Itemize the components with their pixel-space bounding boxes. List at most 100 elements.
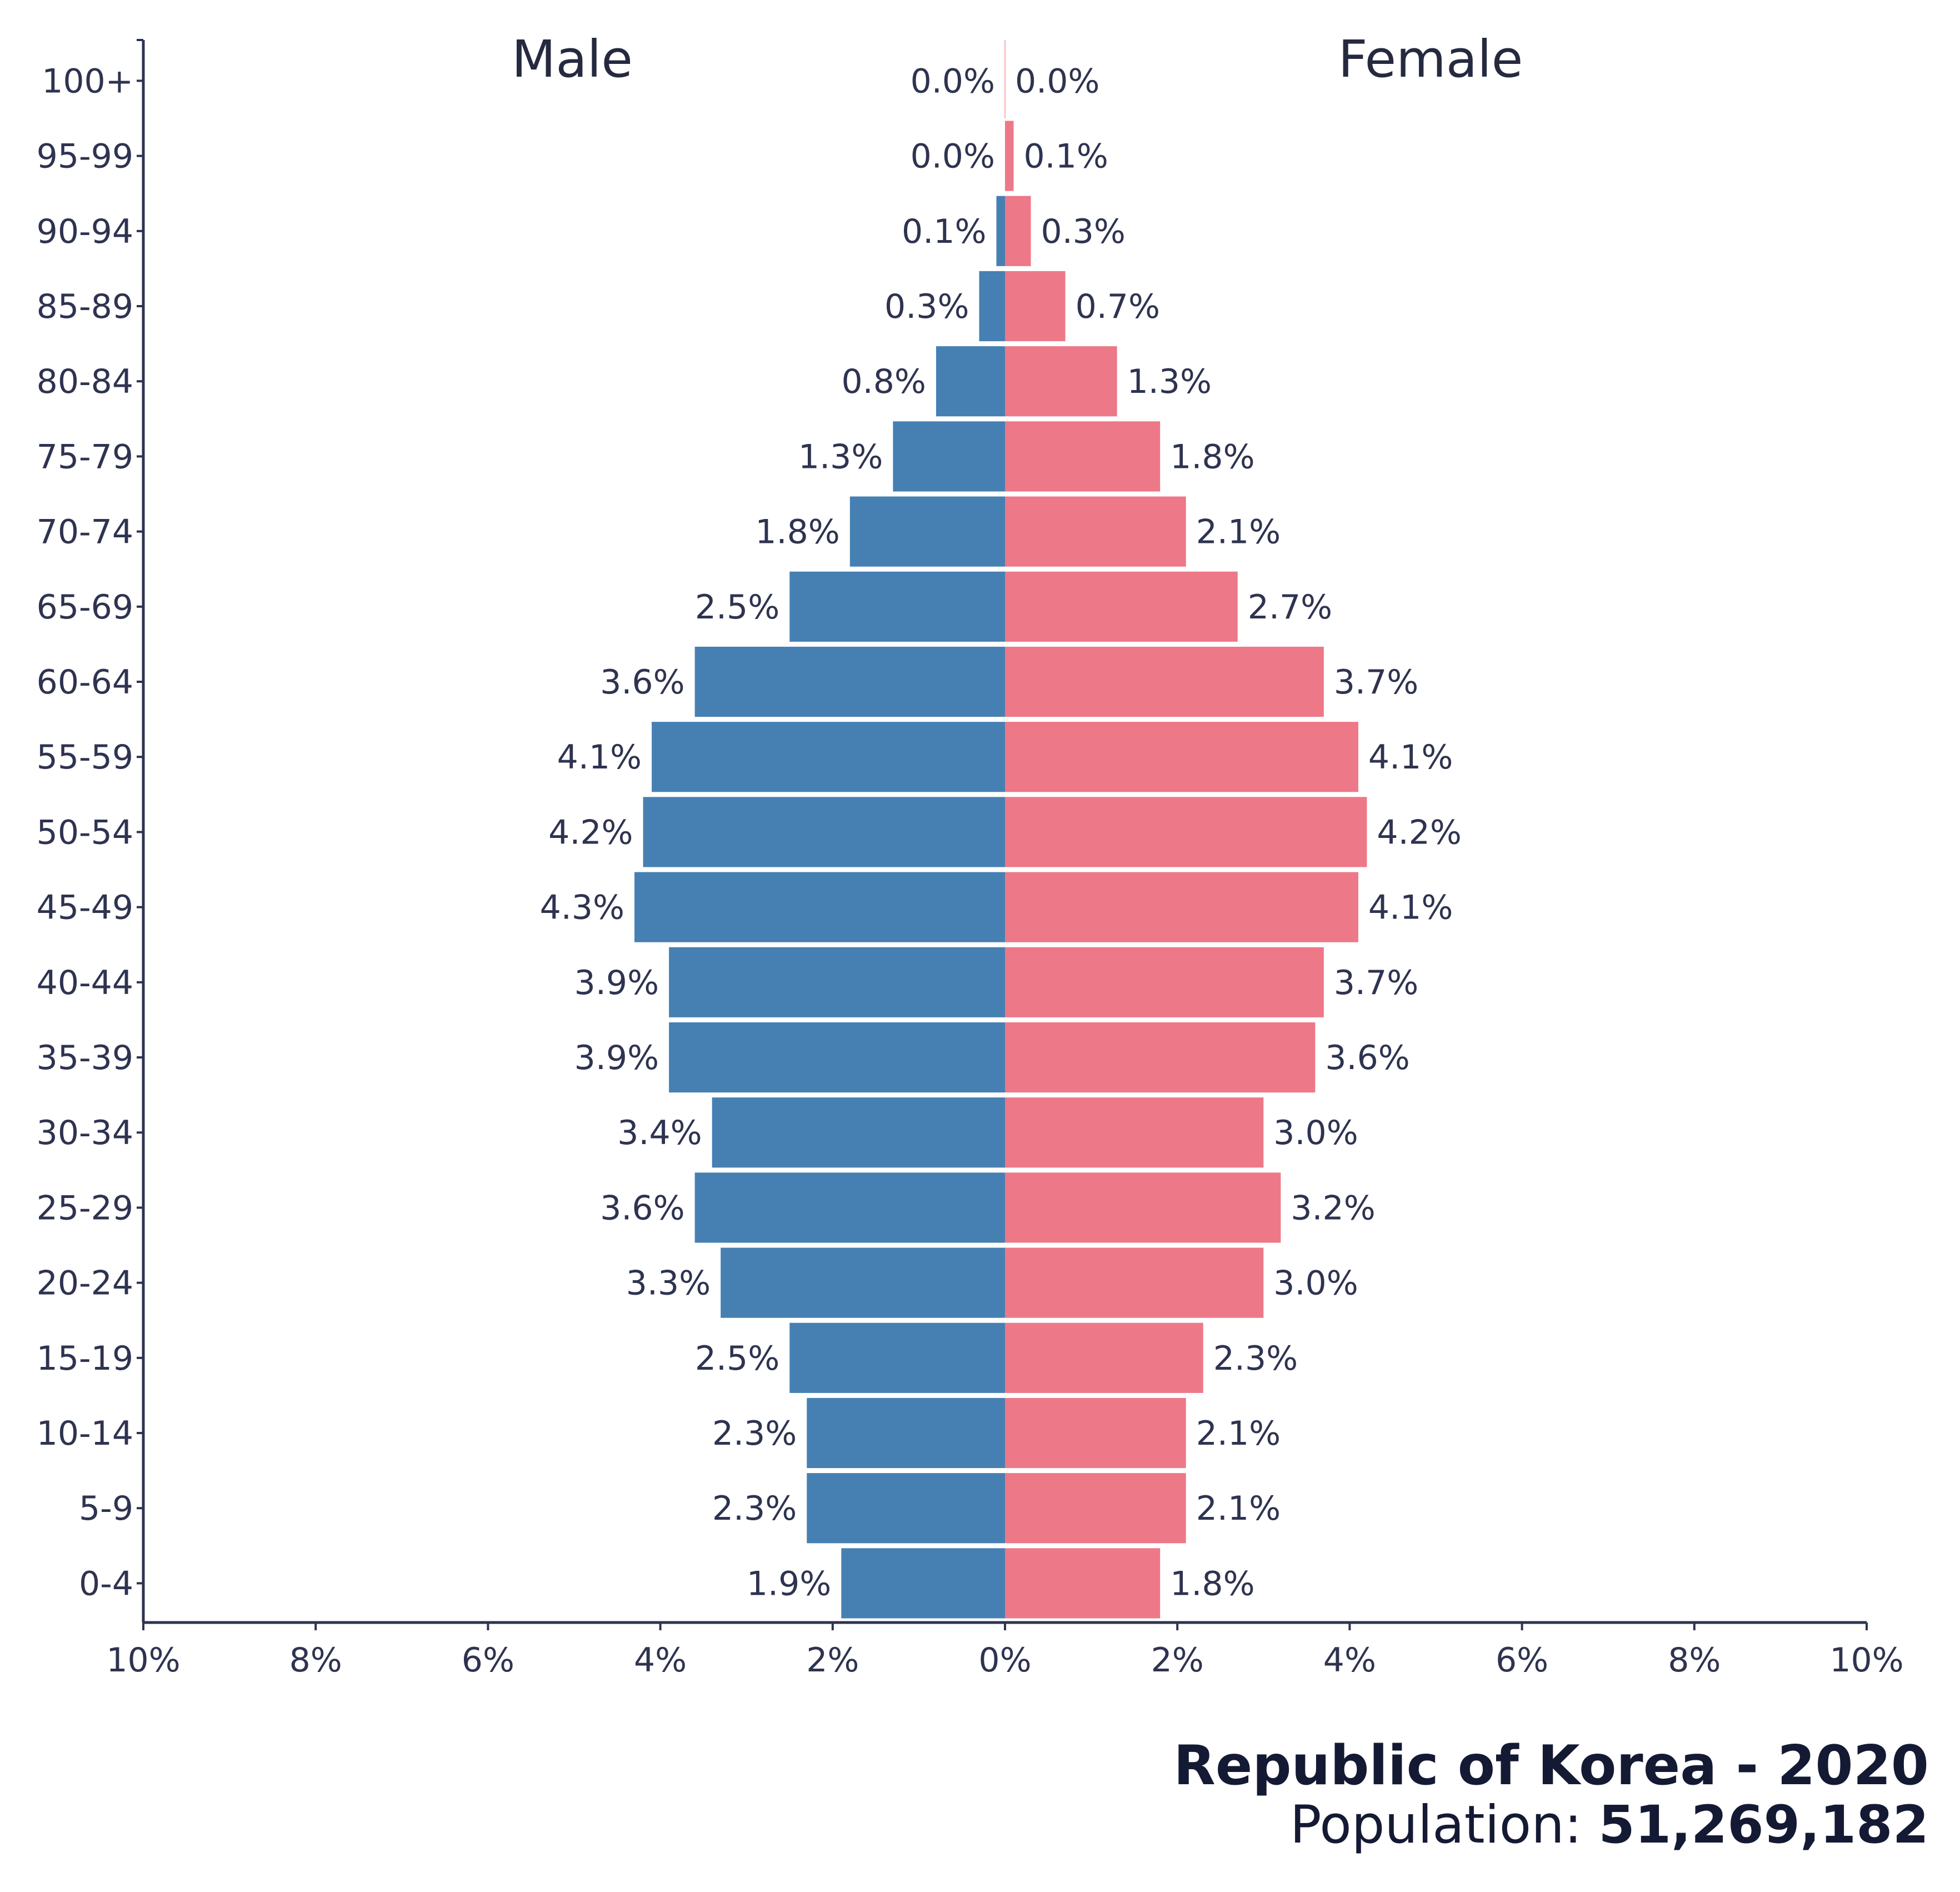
male-value-label-0-4: 1.9% [747, 1564, 831, 1603]
age-group-label-85-89: 85-89 [37, 287, 133, 326]
male-value-label-90-94: 0.1% [902, 212, 986, 251]
male-value-label-25-29: 3.6% [600, 1189, 684, 1227]
age-group-label-15-19: 15-19 [37, 1339, 133, 1378]
male-value-label-60-64: 3.6% [600, 663, 684, 702]
male-value-label-75-79: 1.3% [798, 437, 883, 476]
age-group-label-40-44: 40-44 [37, 964, 133, 1002]
female-bar-15-19 [1005, 1322, 1203, 1393]
male-bar-65-69 [789, 571, 1005, 642]
female-bar-45-49 [1005, 872, 1358, 942]
female-bar-10-14 [1005, 1397, 1186, 1469]
age-group-label-75-79: 75-79 [37, 437, 133, 476]
population-value: 51,269,182 [1598, 1794, 1929, 1855]
x-tick-label-10: 10% [1829, 1641, 1903, 1680]
age-group-label-0-4: 0-4 [79, 1564, 133, 1603]
x-tick-label-0: 10% [106, 1641, 180, 1680]
female-value-label-0-4: 1.8% [1170, 1564, 1254, 1603]
female-value-label-30-34: 3.0% [1273, 1114, 1358, 1152]
chart-footer: Republic of Korea - 2020 Population: 51,… [1173, 1736, 1929, 1854]
male-bar-35-39 [669, 1022, 1005, 1093]
age-group-label-100+: 100+ [42, 62, 133, 101]
male-bar-50-54 [643, 797, 1005, 867]
male-bar-20-24 [721, 1247, 1005, 1318]
x-tick-label-8: 6% [1496, 1641, 1548, 1680]
x-tick-label-1: 8% [289, 1641, 342, 1680]
female-bar-25-29 [1005, 1172, 1281, 1243]
male-bar-90-94 [996, 196, 1005, 266]
male-value-label-95-99: 0.0% [911, 137, 995, 176]
male-bar-70-74 [849, 496, 1005, 567]
male-bar-75-79 [893, 421, 1005, 492]
male-value-label-10-14: 2.3% [712, 1414, 797, 1453]
female-value-label-75-79: 1.8% [1170, 437, 1254, 476]
male-bar-25-29 [694, 1172, 1005, 1243]
female-value-label-40-44: 3.7% [1334, 964, 1418, 1002]
axes-layer: 0-4 5-9 10-14 15-19 20-24 25-29 30-34 35-39 40-4… [37, 39, 1904, 1680]
male-bar-60-64 [694, 646, 1005, 717]
x-tick-label-9: 8% [1668, 1641, 1721, 1680]
female-bar-50-54 [1005, 797, 1367, 867]
male-value-label-65-69: 2.5% [695, 588, 779, 627]
male-value-label-40-44: 3.9% [574, 964, 659, 1002]
x-tick-label-3: 4% [634, 1641, 687, 1680]
male-value-label-100+: 0.0% [911, 62, 995, 101]
age-group-label-80-84: 80-84 [37, 362, 133, 401]
male-bar-85-89 [979, 271, 1005, 342]
female-bar-90-94 [1005, 196, 1031, 266]
female-bar-75-79 [1005, 421, 1161, 492]
male-bar-40-44 [669, 947, 1005, 1017]
male-value-label-5-9: 2.3% [712, 1489, 797, 1528]
female-bar-35-39 [1005, 1022, 1316, 1093]
age-group-label-30-34: 30-34 [37, 1114, 133, 1152]
female-value-label-25-29: 3.2% [1291, 1189, 1375, 1227]
x-tick-label-2: 6% [462, 1641, 514, 1680]
female-bar-5-9 [1005, 1473, 1186, 1544]
x-tick-label-6: 2% [1151, 1641, 1204, 1680]
male-header: Male [512, 29, 633, 89]
age-group-label-20-24: 20-24 [37, 1264, 133, 1303]
population-label: Population: [1289, 1794, 1599, 1855]
female-value-label-50-54: 4.2% [1377, 813, 1461, 852]
male-value-label-45-49: 4.3% [540, 888, 624, 927]
male-bar-30-34 [712, 1097, 1005, 1168]
male-value-label-55-59: 4.1% [557, 738, 642, 777]
female-value-label-80-84: 1.3% [1127, 362, 1212, 401]
female-value-label-60-64: 3.7% [1334, 663, 1418, 702]
male-value-label-15-19: 2.5% [695, 1339, 779, 1378]
male-bar-15-19 [789, 1322, 1005, 1393]
age-group-label-90-94: 90-94 [37, 212, 133, 251]
female-value-label-5-9: 2.1% [1196, 1489, 1281, 1528]
male-value-label-30-34: 3.4% [617, 1114, 702, 1152]
female-bar-40-44 [1005, 947, 1324, 1017]
male-value-label-35-39: 3.9% [574, 1039, 659, 1077]
female-value-label-85-89: 0.7% [1076, 287, 1160, 326]
female-bar-80-84 [1005, 346, 1117, 417]
male-bar-45-49 [634, 872, 1005, 942]
age-group-label-50-54: 50-54 [37, 813, 133, 852]
female-bar-30-34 [1005, 1097, 1264, 1168]
female-value-label-95-99: 0.1% [1024, 137, 1108, 176]
population-line: Population: 51,269,182 [1173, 1796, 1929, 1854]
x-tick-label-4: 2% [806, 1641, 859, 1680]
male-value-label-85-89: 0.3% [884, 287, 969, 326]
age-group-label-10-14: 10-14 [37, 1414, 133, 1453]
age-group-label-65-69: 65-69 [37, 588, 133, 627]
x-tick-label-5: 0% [978, 1641, 1031, 1680]
male-value-label-80-84: 0.8% [841, 362, 926, 401]
country-title: Republic of Korea - 2020 [1173, 1734, 1929, 1798]
female-value-label-100+: 0.0% [1015, 62, 1099, 101]
age-group-label-70-74: 70-74 [37, 513, 133, 552]
age-group-label-60-64: 60-64 [37, 663, 133, 702]
age-group-label-55-59: 55-59 [37, 738, 133, 777]
female-value-label-55-59: 4.1% [1368, 738, 1453, 777]
female-bar-55-59 [1005, 722, 1358, 792]
female-value-label-65-69: 2.7% [1248, 588, 1332, 627]
age-group-label-95-99: 95-99 [37, 137, 133, 176]
female-value-label-90-94: 0.3% [1041, 212, 1126, 251]
male-value-label-20-24: 3.3% [626, 1264, 711, 1303]
age-group-label-35-39: 35-39 [37, 1039, 133, 1077]
female-bar-0-4 [1005, 1548, 1161, 1619]
male-value-label-70-74: 1.8% [755, 513, 839, 552]
female-bar-20-24 [1005, 1247, 1264, 1318]
female-bar-95-99 [1005, 121, 1014, 191]
